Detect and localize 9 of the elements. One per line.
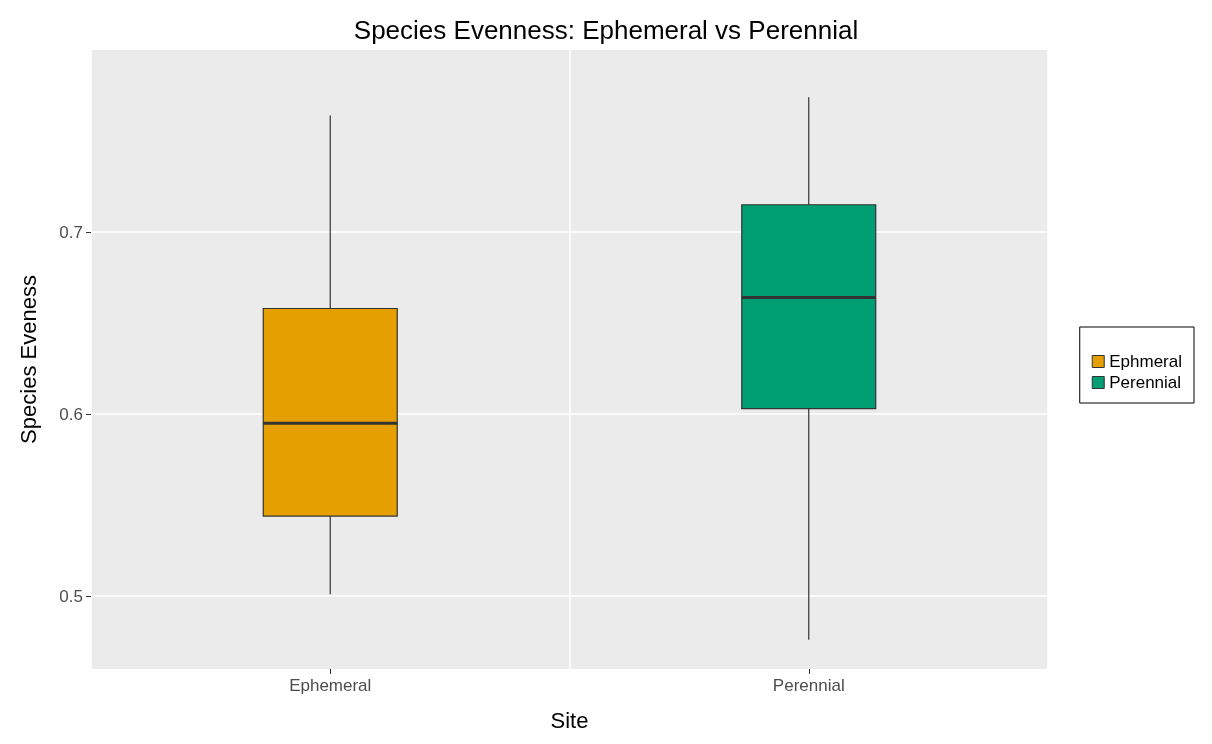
y-tick-label: 0.6	[59, 404, 83, 424]
x-axis-title: Site	[550, 707, 589, 733]
y-axis-title: Species Eveness	[15, 275, 41, 444]
chart-title: Species Evenness: Ephemeral vs Perennial	[353, 15, 859, 45]
legend-label: Perennial	[1109, 373, 1182, 392]
x-tick-label: Ephemeral	[289, 676, 372, 695]
y-tick-label: 0.5	[59, 586, 83, 606]
y-tick-label: 0.7	[59, 222, 83, 242]
legend-label: Ephmeral	[1109, 352, 1183, 371]
